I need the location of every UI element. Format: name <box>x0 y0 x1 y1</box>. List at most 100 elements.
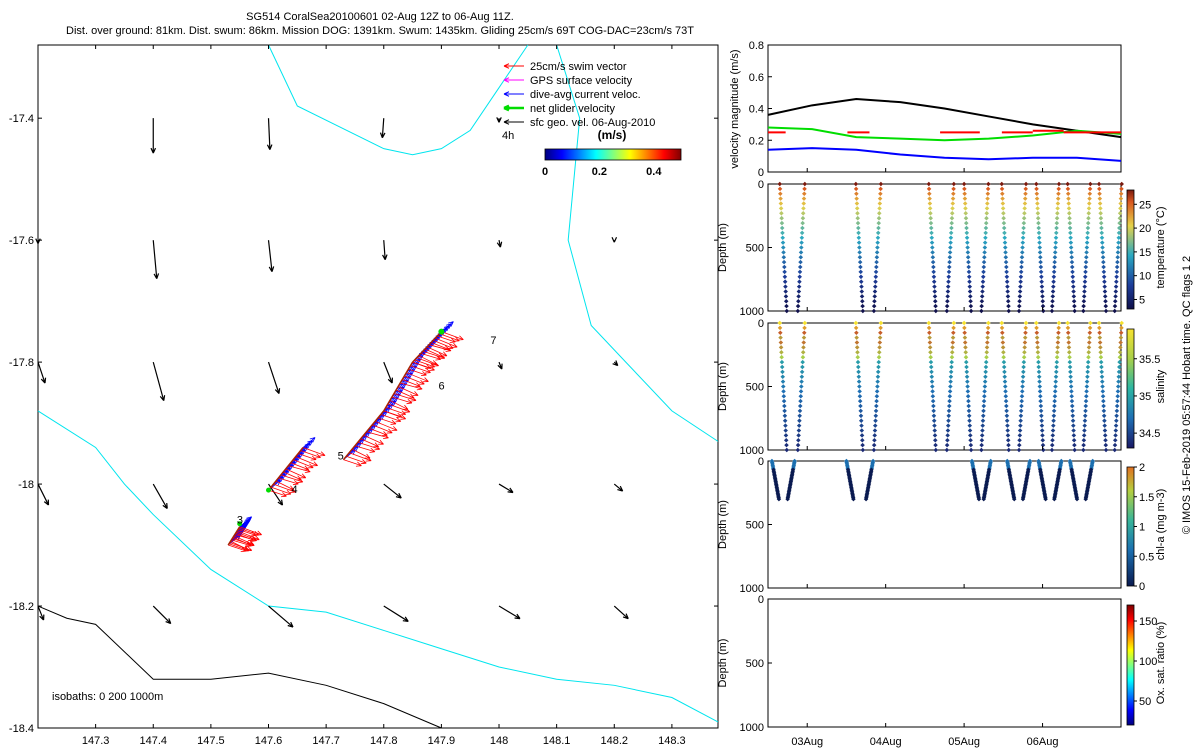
swim-vector <box>270 486 292 495</box>
salinity-profile-point <box>1098 359 1104 365</box>
temperature-profile-point <box>1054 225 1059 231</box>
salinity-profile-point <box>1072 442 1077 448</box>
temperature-profile-point <box>1055 211 1060 216</box>
geo-vector-24 <box>268 605 294 628</box>
salinity-profile-point <box>856 369 861 375</box>
salinity-profile-point <box>874 394 880 399</box>
temperature-profile-point <box>1083 259 1089 265</box>
chla-profile-point <box>976 496 982 502</box>
salinity-profile-point <box>963 345 968 350</box>
salinity-profile-point <box>947 403 952 409</box>
salinity-profile-point <box>947 389 953 394</box>
salinity-profile-point <box>796 428 802 433</box>
chla-profile-point <box>1020 496 1026 502</box>
temperature-profile-point <box>983 220 989 226</box>
temperature-profile-point <box>1001 215 1006 221</box>
temperature-profile-point <box>931 264 936 270</box>
salinity-profile-point <box>853 325 859 331</box>
salinity-profile-point <box>1000 340 1006 345</box>
swim-vector <box>391 396 413 405</box>
temperature-profile-point <box>854 201 860 206</box>
salinity-colorbar-tick-label: 35 <box>1139 391 1151 403</box>
salinity-profile-point <box>966 408 972 414</box>
salinity-profile-point <box>1112 442 1118 448</box>
chla-profile-point <box>1011 496 1017 502</box>
day-label-3: 3 <box>237 515 243 527</box>
isobath-1000m <box>37 605 442 729</box>
temperature-profile-point <box>947 259 952 265</box>
temperature-profile-point <box>1023 191 1028 197</box>
temperature-profile-point <box>1022 211 1027 216</box>
salinity-profile-point <box>1018 408 1024 414</box>
salinity-profile-point <box>1006 447 1012 453</box>
salinity-profile-point <box>1020 384 1025 389</box>
temperature-profile-point <box>1022 206 1027 211</box>
salinity-profile-point <box>1035 345 1040 350</box>
salinity-profile-point <box>966 398 971 404</box>
velocity-y-ticks: 0 0.2 0.4 0.6 0.8 <box>749 40 772 179</box>
salinity-profile-point <box>872 433 877 438</box>
salinity-profile-point <box>946 418 951 423</box>
temperature-profile-point <box>1051 269 1057 275</box>
legend-label-2: dive-avg current veloc. <box>530 89 641 101</box>
salinity-profile-point <box>962 335 968 340</box>
temperature-profile-point <box>968 294 973 299</box>
temperature-profile-point <box>964 220 969 226</box>
temperature-profile-point <box>1082 284 1087 289</box>
chla-axes-box <box>767 460 1122 589</box>
temperature-profile-point <box>1051 279 1056 284</box>
temperature-profile-point <box>784 308 790 314</box>
salinity-profile-point <box>1034 335 1040 340</box>
salinity-profile-point <box>1103 442 1109 448</box>
salinity-profile-point <box>860 437 865 443</box>
salinity-profile-point <box>1083 398 1089 404</box>
temperature-profile-point <box>800 215 806 221</box>
temperature-profile-point <box>945 294 950 299</box>
temperature-profile-point <box>1100 255 1106 260</box>
salinity-profile-point <box>1071 428 1076 433</box>
salinity-profile-point <box>1050 428 1056 433</box>
temperature-profile-point <box>859 294 865 299</box>
salinity-profile-point <box>778 345 784 350</box>
swim-vector <box>268 489 287 498</box>
temperature-profile-point <box>1034 191 1040 197</box>
salinity-profile-point <box>1118 335 1124 340</box>
salinity-profile-point <box>1037 384 1043 389</box>
temperature-profile-point <box>1114 274 1119 280</box>
salinity-profile-point <box>780 379 786 384</box>
salinity-profile-point <box>1020 379 1026 384</box>
temperature-profile-point <box>1018 269 1024 275</box>
temperature-profile-point <box>1097 191 1102 197</box>
salinity-y-tick-label: 0 <box>758 318 764 330</box>
chla-profile-point <box>785 496 790 502</box>
legend-label-4: sfc geo. vel. 06-Aug-2010 <box>530 117 655 129</box>
salinity-profile-point <box>778 340 784 345</box>
temperature-profile-point <box>928 220 934 226</box>
salinity-profile-point <box>1114 418 1119 423</box>
salinity-profile-point <box>1085 374 1090 379</box>
temperature-profile-point <box>872 284 878 289</box>
salinity-profile-point <box>962 325 967 331</box>
day-label-4: 4 <box>292 484 298 496</box>
salinity-profile-point <box>874 389 880 394</box>
salinity-profile-point <box>1097 335 1103 340</box>
temperature-profile-point <box>1069 264 1075 270</box>
salinity-profile-point <box>1001 354 1006 360</box>
salinity-profile-point <box>1116 379 1121 384</box>
temperature-profile-point <box>1021 225 1026 231</box>
temperature-profile-point <box>858 279 864 284</box>
salinity-profile-point <box>797 408 803 414</box>
temperature-profile-point <box>933 298 938 304</box>
temperature-profile-point <box>1003 259 1009 265</box>
temperature-profile-point <box>1000 206 1006 211</box>
legend-scale-label: 4h <box>502 130 514 142</box>
salinity-profile-point <box>857 394 863 399</box>
salinity-profile-point <box>878 330 883 336</box>
temperature-profile-point <box>1020 235 1026 240</box>
salinity-profile-point <box>967 418 972 423</box>
salinity-profile-point <box>1118 330 1124 336</box>
temperature-profile-point <box>1004 269 1009 275</box>
swim-vector <box>385 407 407 416</box>
temperature-profile-point <box>930 255 936 260</box>
temperature-profile-point <box>1019 259 1024 265</box>
